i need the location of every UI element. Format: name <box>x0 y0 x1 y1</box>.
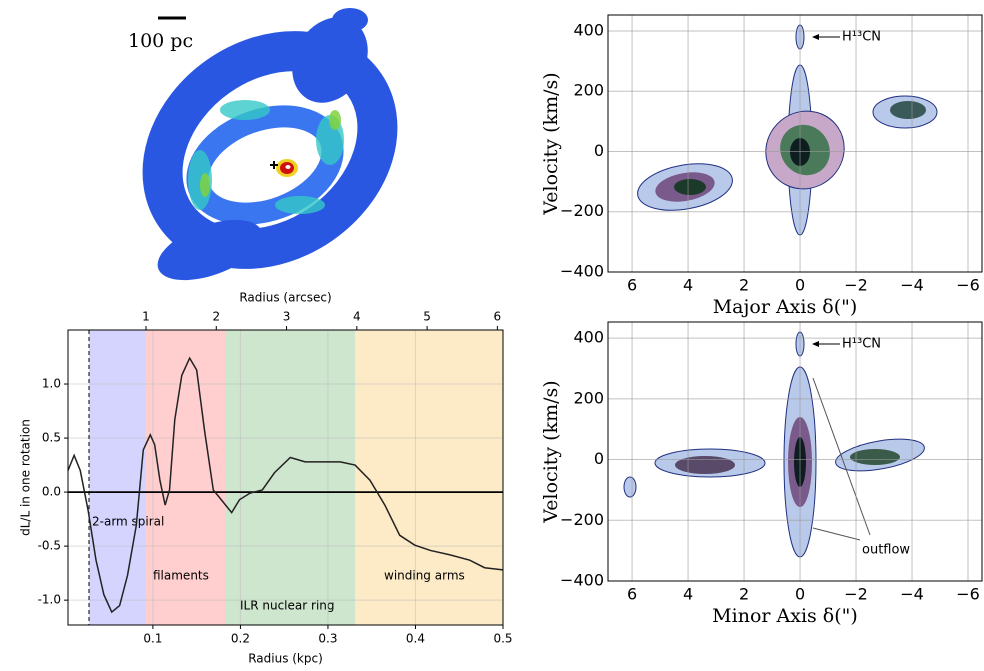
x2-tick-label: 2 <box>212 310 220 324</box>
annotation: H¹³CN <box>842 30 881 45</box>
x-tick-label: 6 <box>627 276 637 295</box>
scale-bar-label: 100 pc <box>128 30 193 52</box>
plot-frame <box>607 14 983 273</box>
annotation-line <box>812 377 871 536</box>
plot-frame <box>607 321 983 582</box>
x-tick-label: 0 <box>795 276 805 295</box>
galaxy-map: 100 pc <box>120 5 410 295</box>
y-tick-label: 0 <box>594 141 604 160</box>
y-tick-label: 400 <box>573 20 604 39</box>
x-axis-label: Minor Axis δ(") <box>712 605 858 627</box>
pv-emission-top <box>637 24 938 236</box>
x-tick-label: 2 <box>739 585 749 604</box>
x-tick-label: 0.1 <box>143 632 162 646</box>
x2-axis-label: Radius (arcsec) <box>239 291 331 305</box>
y-tick-label: 0.0 <box>42 485 61 499</box>
x-tick-label: −6 <box>956 276 980 295</box>
x-tick-label: −6 <box>956 585 980 604</box>
region-label: 2-arm spiral <box>92 515 164 529</box>
x-axis-label: Major Axis δ(") <box>713 296 858 318</box>
annotation: outflow <box>862 543 910 558</box>
x-tick-label: 6 <box>627 585 637 604</box>
x-axis-label: Radius (kpc) <box>248 652 323 666</box>
annotation: H¹³CN <box>842 337 881 352</box>
region <box>89 330 146 625</box>
y-tick-label: −400 <box>560 571 604 590</box>
x-tick-label: −2 <box>844 585 868 604</box>
x-tick-label: −4 <box>900 276 924 295</box>
y-tick-label: 400 <box>573 328 604 347</box>
pv-emission-bottom <box>623 331 925 558</box>
x2-tick-label: 4 <box>353 310 361 324</box>
arrow-head <box>812 34 819 40</box>
x-tick-label: −4 <box>900 585 924 604</box>
region <box>225 330 356 625</box>
x2-tick-label: 3 <box>283 310 291 324</box>
x2-tick-label: 6 <box>494 310 502 324</box>
x2-tick-label: 5 <box>423 310 431 324</box>
x-tick-label: 4 <box>683 585 693 604</box>
region <box>355 330 503 625</box>
x2-tick-label: 1 <box>142 310 150 324</box>
y-axis-label: Velocity (km/s) <box>540 72 562 215</box>
x-tick-label: 0.2 <box>231 632 250 646</box>
curve <box>67 356 504 614</box>
y-tick-label: 200 <box>573 388 604 407</box>
region-label: winding arms <box>384 569 465 583</box>
x-tick-label: 0.4 <box>406 632 425 646</box>
y-tick-label: -1.0 <box>38 593 61 607</box>
y-axis-label: dL/L in one rotation <box>19 419 33 536</box>
y-tick-label: −200 <box>560 201 604 220</box>
x-tick-label: 0.5 <box>493 632 512 646</box>
y-tick-label: −400 <box>560 262 604 281</box>
region-label: ILR nuclear ring <box>240 599 335 613</box>
y-tick-label: -0.5 <box>38 539 61 553</box>
x-tick-label: 0 <box>795 585 805 604</box>
x-tick-label: 2 <box>739 276 749 295</box>
x-tick-label: 4 <box>683 276 693 295</box>
y-tick-label: 1.0 <box>42 377 61 391</box>
annotation-line <box>812 527 861 541</box>
y-tick-label: −200 <box>560 510 604 529</box>
y-tick-label: 0.5 <box>42 431 61 445</box>
y-tick-label: 0 <box>594 449 604 468</box>
plot-frame <box>67 329 504 626</box>
y-axis-label: Velocity (km/s) <box>540 380 562 523</box>
y-tick-label: 200 <box>573 81 604 100</box>
x-tick-label: 0.3 <box>318 632 337 646</box>
x-tick-label: −2 <box>844 276 868 295</box>
arrow-head <box>812 341 819 347</box>
region-label: filaments <box>153 569 209 583</box>
